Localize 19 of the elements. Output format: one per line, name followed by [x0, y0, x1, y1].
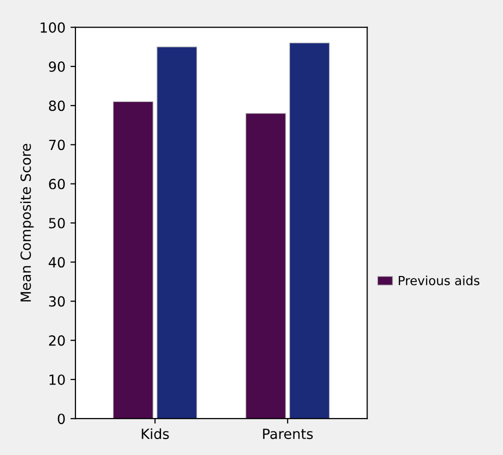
x-tick-label: Kids [142, 428, 169, 440]
y-tick-label: 80 [48, 100, 65, 112]
y-tick-label: 0 [58, 414, 65, 424]
y-tick-label: 40 [48, 257, 65, 268]
y-tick-label: 90 [48, 61, 65, 72]
y-tick-label: 30 [49, 296, 65, 307]
bar [246, 113, 286, 419]
y-tick-label: 10 [50, 374, 65, 385]
y-tick-label: 50 [49, 218, 65, 228]
y-tick-label: 70 [49, 140, 65, 150]
bar [112, 101, 154, 419]
y-tick-label: 60 [49, 178, 65, 190]
y-tick-label: 100 [40, 22, 65, 33]
bar [289, 42, 330, 419]
x-tick-label: Parents [263, 428, 313, 440]
y-axis-title: Mean Composite Score [20, 144, 34, 302]
y-tick-label: 20 [49, 335, 65, 346]
legend-label: Previous aids [398, 276, 480, 286]
bar [156, 46, 198, 419]
